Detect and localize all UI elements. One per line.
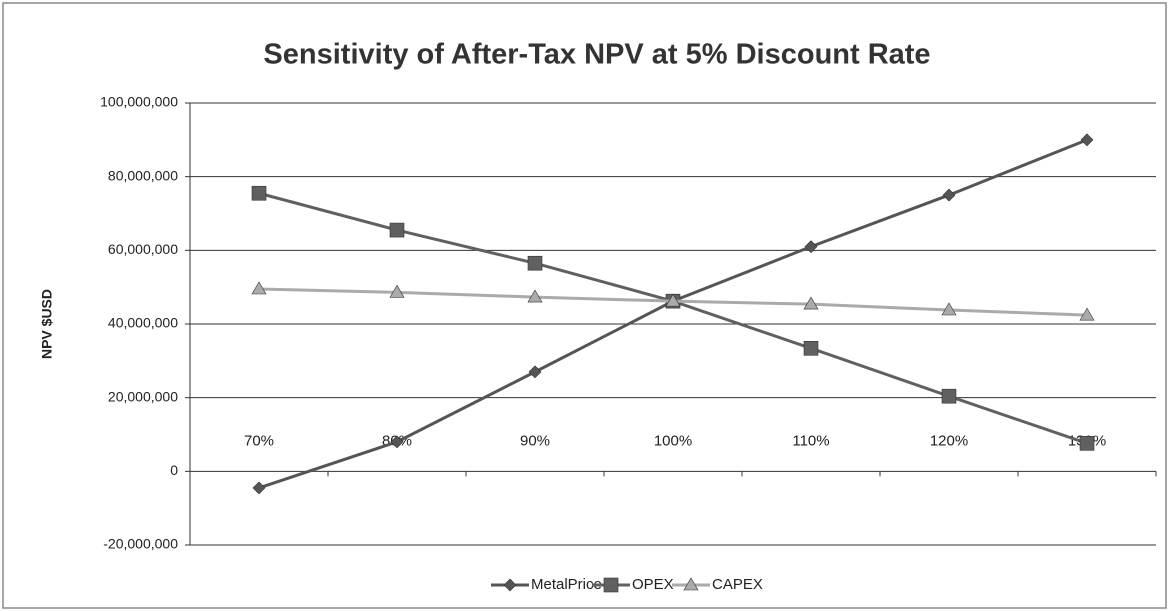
data-point [803, 296, 819, 310]
data-point [1079, 307, 1095, 321]
data-point [941, 302, 957, 316]
x-tick-label: 70% [244, 432, 274, 449]
data-point [1079, 436, 1095, 451]
data-point [251, 281, 267, 295]
legend-label: MetalPrice [531, 576, 602, 593]
data-point [1080, 133, 1094, 147]
y-tick-label: -20,000,000 [103, 536, 178, 552]
x-tick-label: 90% [520, 432, 550, 449]
legend-label: OPEX [632, 576, 674, 593]
data-point [389, 284, 405, 298]
y-tick-label: 20,000,000 [108, 388, 178, 404]
x-tick-label: 110% [792, 432, 829, 449]
y-tick-label: 40,000,000 [108, 315, 178, 331]
data-point [665, 293, 681, 307]
x-tick-label: 100% [654, 432, 692, 449]
x-tick-label: 120% [930, 432, 968, 449]
data-point [389, 222, 405, 238]
chart-title: Sensitivity of After-Tax NPV at 5% Disco… [263, 39, 930, 71]
y-tick-label: 100,000,000 [100, 94, 178, 110]
y-tick-label: 0 [170, 462, 178, 478]
legend-marker [683, 577, 699, 591]
data-point [941, 388, 957, 404]
data-point [527, 255, 543, 271]
data-point [942, 188, 956, 202]
data-point [804, 240, 818, 254]
legend-marker [603, 577, 619, 593]
data-point [527, 289, 543, 303]
y-tick-label: 80,000,000 [108, 167, 178, 183]
y-tick-label: 60,000,000 [108, 241, 178, 257]
y-axis-label: NPV $USD [39, 289, 55, 359]
data-point [390, 435, 404, 449]
legend-marker [503, 578, 517, 592]
data-point [803, 341, 819, 356]
legend-label: CAPEX [712, 576, 763, 593]
data-point [528, 365, 542, 379]
data-point [252, 481, 266, 495]
data-point [251, 185, 267, 201]
